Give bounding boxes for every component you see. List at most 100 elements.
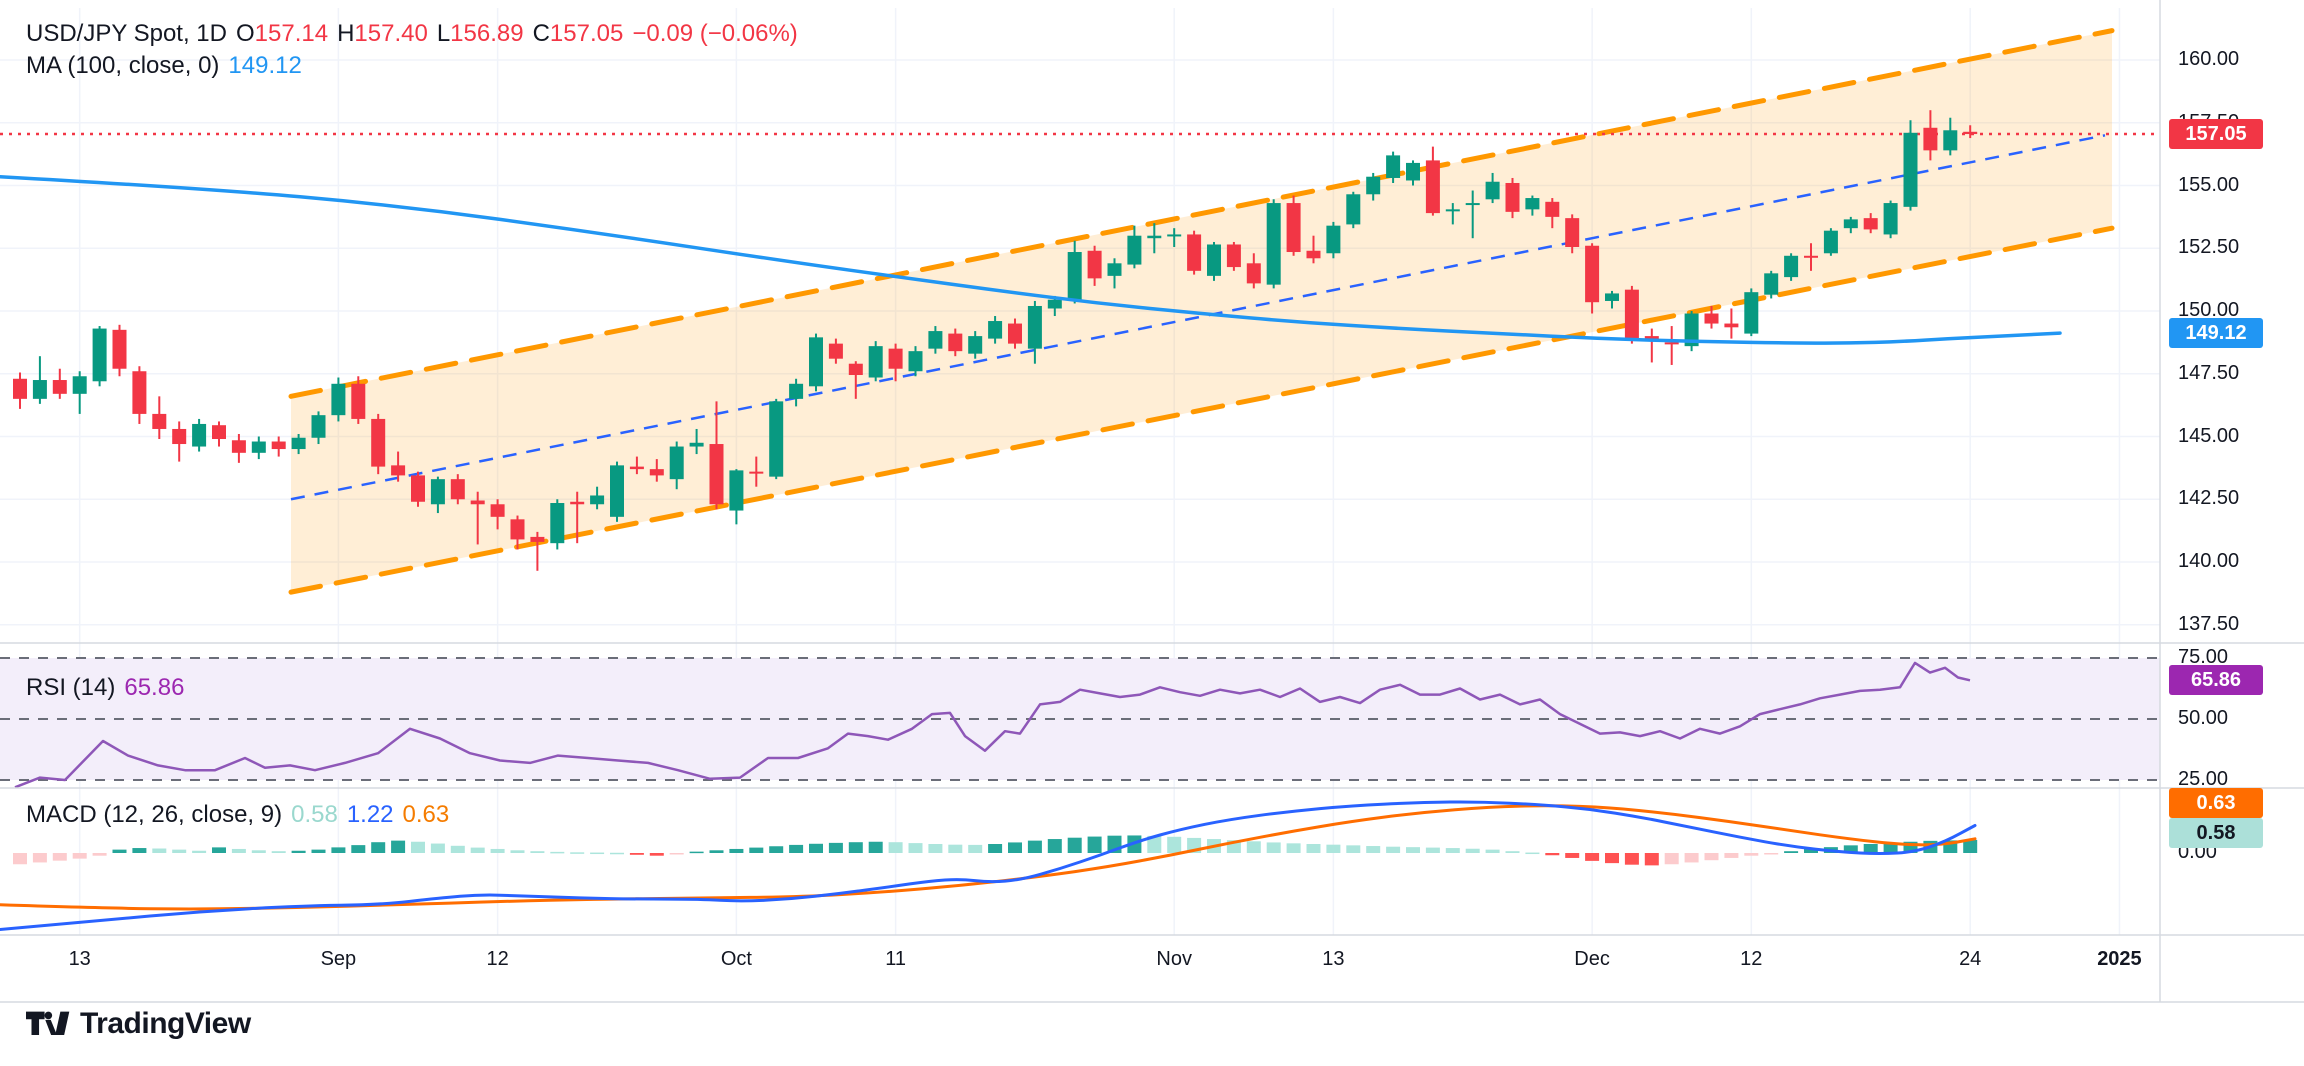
ohlc-close: C157.05 <box>532 20 624 47</box>
ma100-line[interactable] <box>0 174 2062 345</box>
price-axis-label: 145.00 <box>2178 424 2240 447</box>
candle-body <box>411 475 425 502</box>
candle-body <box>1107 263 1122 276</box>
candle-body <box>1485 181 1500 200</box>
price-axis-label: 155.00 <box>2178 173 2240 196</box>
macd-hist-bar <box>1664 853 1679 865</box>
macd-hist-bar <box>52 853 67 861</box>
time-axis-label: 13 <box>68 948 91 970</box>
macd-hist-bar <box>1883 842 1898 853</box>
time-axis-label: 12 <box>486 948 509 970</box>
macd-hist-bar <box>1047 839 1062 853</box>
tradingview-logo[interactable]: TradingView <box>26 1006 251 1042</box>
candle-body <box>1943 130 1958 151</box>
macd-hist-bar <box>1445 848 1460 853</box>
candle-body <box>848 363 863 376</box>
candle-body <box>988 321 1003 339</box>
macd-hist-bar <box>430 843 445 853</box>
candle-body <box>1008 323 1022 344</box>
candle-body <box>928 331 943 349</box>
time-axis-label: Sep <box>320 948 357 970</box>
candle-body <box>1724 323 1739 328</box>
price-axis-label: 137.50 <box>2178 612 2240 635</box>
candle-body <box>809 337 823 387</box>
candle-body <box>1326 225 1341 254</box>
candle-body <box>968 336 983 354</box>
candle-body <box>1525 198 1540 210</box>
macd-hist-bar <box>928 844 943 853</box>
macd-hist-bar <box>550 851 565 854</box>
candle-body <box>231 440 246 453</box>
candle-body <box>550 503 565 544</box>
candle-body <box>92 328 107 382</box>
macd-hist-bar <box>1386 846 1401 853</box>
macd-hist-bar <box>172 849 187 853</box>
time-axis-label: 13 <box>1322 948 1345 970</box>
macd-hist-bar <box>1704 853 1719 861</box>
macd-hist-bar <box>1246 841 1261 853</box>
rsi-value-badge: 65.86 <box>2169 665 2263 695</box>
rsi-legend[interactable]: RSI (14) 65.86 <box>26 674 184 702</box>
ascending-channel[interactable] <box>288 28 2115 595</box>
candle-body <box>629 466 644 470</box>
macd-hist-bar <box>1346 845 1361 853</box>
candle-body <box>1804 255 1818 258</box>
macd-line-value: 1.22 <box>346 801 394 828</box>
candle-body <box>1366 176 1381 195</box>
macd-hist-bar <box>1286 843 1301 853</box>
candle-body <box>331 383 346 416</box>
macd-signal-badge: 0.63 <box>2169 788 2263 818</box>
candle-body <box>669 446 684 480</box>
candle-body <box>1425 160 1440 214</box>
macd-hist-bar <box>1167 836 1182 853</box>
macd-hist-value: 0.58 <box>291 801 338 828</box>
macd-hist-bar <box>1585 853 1600 861</box>
candles <box>13 110 1978 571</box>
macd-hist-bar <box>1605 853 1619 864</box>
ma-legend[interactable]: MA (100, close, 0) 149.12 <box>26 52 302 80</box>
channel-upper-line <box>288 28 2115 399</box>
candle-body <box>789 383 804 399</box>
price-axis-label: 150.00 <box>2178 299 2240 321</box>
macd-hist-bar <box>1485 849 1500 853</box>
macd-hist-bar <box>251 850 266 853</box>
macd-line <box>0 800 1977 931</box>
ma-legend-label: MA (100, close, 0) <box>26 52 220 79</box>
candle-body <box>291 437 306 450</box>
macd-pane <box>0 800 1978 931</box>
macd-hist-bar <box>1147 835 1162 853</box>
candle-body <box>1027 305 1042 349</box>
macd-hist-bar <box>669 853 684 855</box>
candle-body <box>1147 235 1162 239</box>
candle-body <box>1764 273 1779 295</box>
macd-hist-bar <box>470 847 485 853</box>
macd-hist-bar <box>152 848 167 853</box>
symbol-legend[interactable]: USD/JPY Spot, 1D O157.14 H157.40 L156.89… <box>26 20 798 48</box>
rsi-axis-label: 50.00 <box>2178 707 2229 729</box>
macd-hist-bar <box>1843 845 1858 853</box>
last-price-badge: 157.05 <box>2169 119 2263 149</box>
macd-hist-bar <box>809 843 823 853</box>
macd-legend[interactable]: MACD (12, 26, close, 9) 0.58 1.22 0.63 <box>26 801 449 829</box>
rsi-pane <box>0 657 2160 789</box>
candle-body <box>1843 219 1858 229</box>
candle-body <box>1346 194 1361 225</box>
macd-hist-bar <box>411 841 425 853</box>
candle-body <box>192 423 207 447</box>
change-value: −0.09 (−0.06%) <box>632 20 798 47</box>
candle-body <box>1286 203 1301 253</box>
macd-hist-bar <box>192 850 207 853</box>
macd-hist-bar <box>709 850 724 853</box>
candle-body <box>1545 201 1560 217</box>
rsi-legend-label: RSI (14) <box>26 674 116 701</box>
macd-hist-bar <box>1624 853 1639 865</box>
candle-body <box>52 380 67 394</box>
macd-hist-bar <box>789 844 804 853</box>
candle-body <box>430 479 445 505</box>
candle-body <box>1047 299 1062 309</box>
macd-hist-bar <box>231 848 246 853</box>
macd-signal-line <box>0 804 1977 911</box>
macd-hist-bar <box>490 848 505 853</box>
macd-hist-bar <box>1087 836 1102 853</box>
